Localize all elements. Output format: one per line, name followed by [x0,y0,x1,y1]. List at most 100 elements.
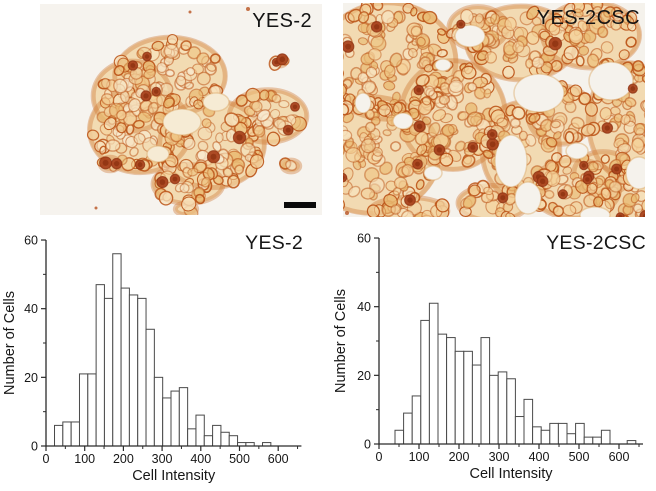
cell [422,10,438,25]
cell [378,104,391,117]
cell [586,53,600,69]
histogram-bar [62,421,72,447]
cell [518,130,528,141]
cell [224,112,240,128]
histogram-bar [103,297,114,447]
cell [196,71,211,86]
cell [511,106,526,120]
histogram-bar [153,376,164,447]
stained-cell-core [470,144,476,150]
cell [454,140,466,152]
cell [410,7,418,17]
cell [200,176,211,188]
cell [201,118,212,129]
histogram-yes2: 0 100 200 300 400 500 600 0 20 40 60 YES-2 Cell Inte… [2,232,303,484]
cell [193,99,204,110]
cell [642,99,645,111]
cell [343,83,347,99]
gap [162,108,202,136]
cell [504,16,517,32]
cell [206,63,217,72]
stained-cell-core [285,127,291,133]
cell [343,168,345,179]
cell [259,89,270,101]
cell [393,176,408,190]
photo-label-yes2: YES-2 [252,10,312,32]
cell [462,194,477,210]
cell [473,86,487,100]
cell [181,196,197,212]
histogram-yes2csc: 0 100 200 300 400 500 600 0 20 40 60 YES-2CSC Cell I… [333,232,646,482]
cell [423,85,436,97]
cell [460,65,477,80]
cell [401,163,415,177]
cell [428,122,441,138]
cell [357,37,369,46]
histogram-bar [592,436,602,445]
histogram-bar [437,333,448,445]
y-tick-label: 60 [357,232,371,246]
histogram-bar [420,319,430,445]
x-axis-label: Cell Intensity [469,466,553,482]
histogram-bar [87,373,97,447]
cell [641,198,645,213]
cell [599,106,612,121]
histogram-bar [95,284,105,447]
cell [347,185,361,198]
cell [416,143,428,156]
cell [421,97,432,106]
cell [183,137,196,150]
cell [482,149,494,160]
cell [570,116,585,129]
histogram-bar [514,416,525,445]
histogram-bar [480,337,491,445]
histogram-bar [506,378,516,445]
cell [544,189,555,199]
cell [364,167,380,183]
cell [249,154,265,169]
cell [531,56,545,69]
cell [133,119,145,129]
cell [564,130,575,144]
cell [410,25,422,37]
histogram-bar [70,421,80,447]
scale-bar [284,202,316,208]
gap [392,112,414,130]
x-tick-label: 500 [569,450,590,464]
stained-cell [343,172,348,183]
cell [116,109,127,121]
cell [584,101,598,117]
cell [194,193,206,205]
stained-cell-core [604,125,610,131]
cell [474,13,484,24]
debris-speck [188,10,192,14]
debris-speck [345,211,349,215]
cell [466,111,483,127]
cell [113,64,125,77]
stained-cell-core [292,104,298,110]
cell [278,100,290,109]
cell [633,122,645,136]
cell [415,73,430,88]
stained-cell-core [416,87,422,93]
y-tick-label: 0 [364,438,371,452]
cell [490,13,501,25]
stained-cell-core [614,166,620,172]
cell [103,117,117,131]
stained-cell-core [458,22,463,27]
histogram-bar [557,422,568,445]
stained-cell-core [552,40,559,47]
cell [509,117,521,129]
gap [454,24,486,48]
cell [179,183,190,194]
stained-cell-core [374,24,380,30]
x-tick-label: 0 [376,450,383,464]
cell [562,10,575,23]
cell [512,40,525,54]
stained-cell-core [560,191,566,197]
stained-cell-core [581,163,586,168]
stained-cell-core [210,153,217,160]
cell [129,146,139,157]
cell [600,154,610,164]
